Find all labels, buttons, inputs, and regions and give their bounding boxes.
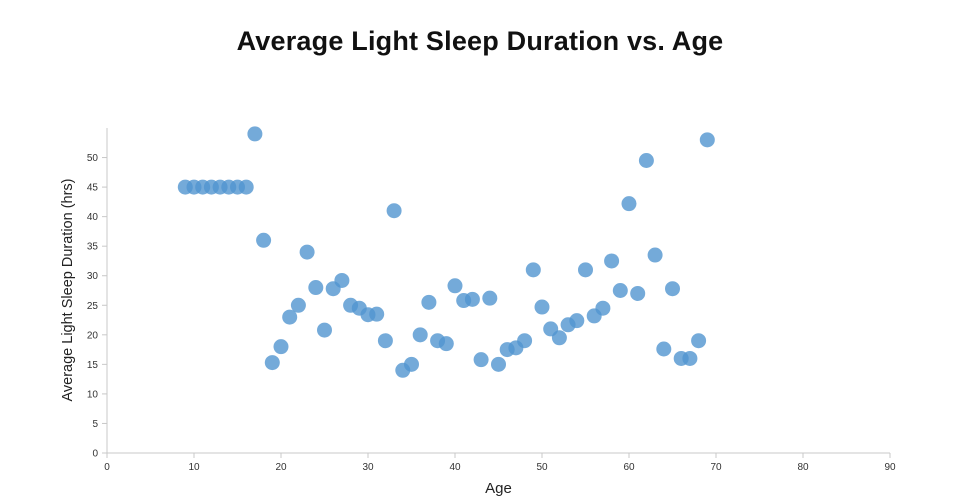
data-point	[691, 333, 707, 349]
data-point	[665, 281, 680, 297]
data-point	[682, 350, 698, 366]
x-tick-label: 20	[275, 462, 287, 473]
x-tick-label: 30	[362, 462, 374, 473]
y-tick-label: 5	[92, 419, 98, 430]
y-tick-label: 25	[87, 301, 99, 312]
data-point	[412, 327, 428, 343]
data-point	[421, 294, 437, 310]
data-point	[638, 153, 654, 168]
data-point	[290, 297, 306, 313]
data-point	[369, 306, 385, 322]
y-tick-label: 45	[87, 183, 99, 194]
data-point	[377, 333, 393, 349]
y-tick-label: 30	[87, 271, 99, 282]
x-tick-label: 0	[104, 462, 110, 473]
data-point	[482, 290, 498, 306]
x-axis-label: Age	[485, 480, 512, 497]
data-point	[517, 333, 533, 349]
y-tick-label: 50	[87, 153, 99, 164]
data-point	[264, 355, 280, 371]
data-point	[604, 253, 620, 269]
x-tick-label: 50	[536, 462, 548, 473]
y-tick-label: 0	[92, 449, 98, 460]
data-point	[256, 232, 272, 248]
data-point	[299, 244, 315, 260]
data-point	[334, 272, 350, 288]
data-point	[647, 247, 663, 263]
x-tick-label: 80	[797, 462, 809, 473]
data-point	[569, 313, 585, 329]
x-tick-label: 70	[710, 462, 722, 473]
data-point	[578, 262, 593, 278]
data-point	[238, 179, 254, 195]
data-point	[282, 309, 298, 325]
data-point	[621, 196, 637, 212]
x-tick-label: 40	[449, 462, 461, 473]
data-point	[404, 356, 419, 372]
data-point	[438, 336, 454, 352]
y-tick-label: 35	[87, 242, 99, 253]
y-tick-label: 20	[87, 330, 99, 341]
y-tick-label: 40	[87, 212, 99, 223]
data-point	[534, 299, 550, 315]
data-point	[491, 356, 506, 372]
data-point	[699, 132, 715, 148]
data-point	[525, 262, 541, 278]
data-point	[612, 283, 628, 298]
x-tick-label: 90	[884, 462, 896, 473]
data-point	[273, 339, 289, 355]
data-point	[386, 203, 402, 219]
data-point	[447, 278, 463, 294]
y-tick-label: 10	[87, 389, 99, 400]
y-tick-label: 15	[87, 360, 99, 371]
y-axis-label: Average Light Sleep Duration (hrs)	[60, 178, 76, 402]
data-point	[308, 280, 324, 296]
data-point	[473, 352, 489, 368]
data-point	[630, 285, 646, 301]
x-tick-label: 10	[188, 462, 200, 473]
data-point	[247, 126, 263, 142]
x-tick-label: 60	[623, 462, 635, 473]
data-point	[551, 330, 567, 346]
data-point	[464, 291, 480, 307]
data-point	[317, 322, 332, 338]
data-point	[656, 341, 672, 357]
chart-title: Average Light Sleep Duration vs. Age	[236, 26, 724, 56]
data-point	[595, 300, 611, 316]
